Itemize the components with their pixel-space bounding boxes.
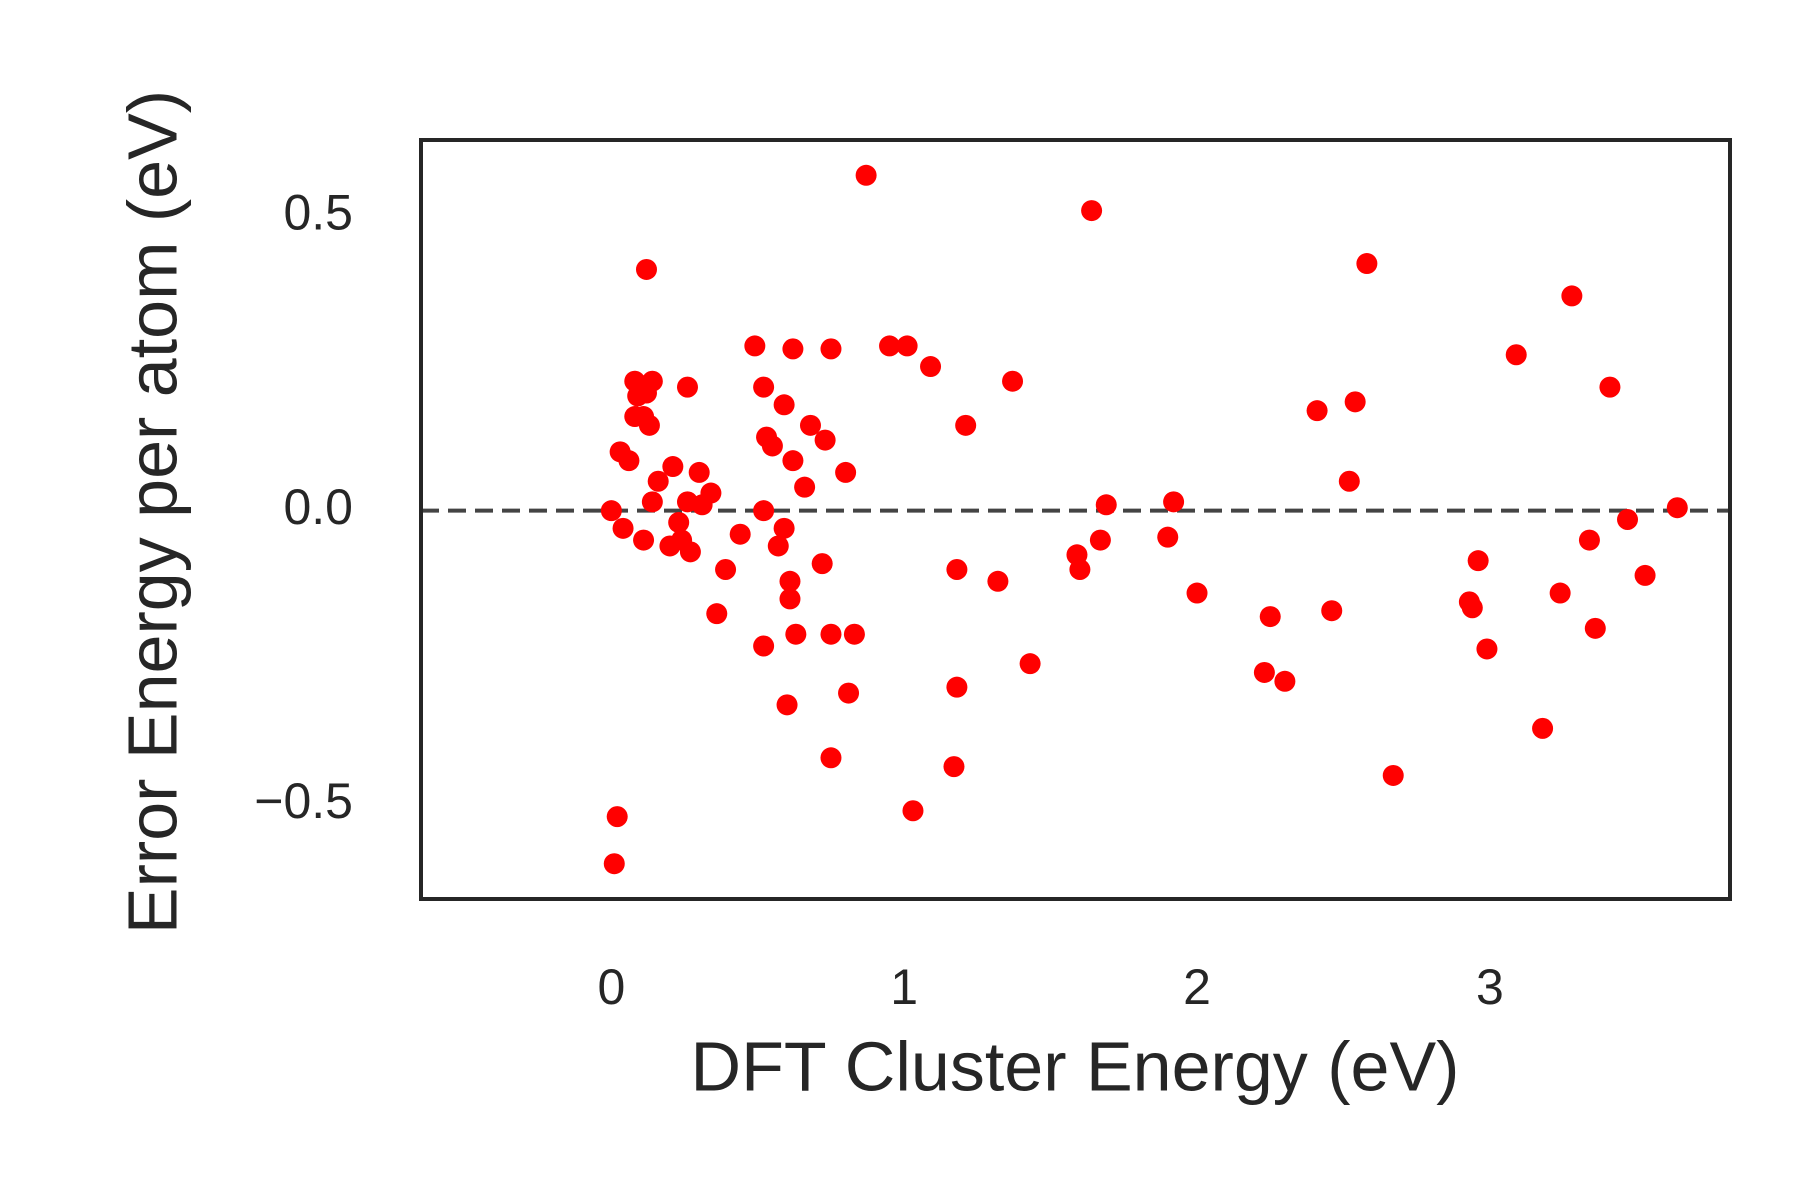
point [1259,606,1281,628]
point [1344,391,1366,413]
point [1584,617,1606,639]
point [946,559,968,581]
point [1019,653,1041,675]
point [773,517,795,539]
point [706,603,728,625]
point [1461,597,1483,619]
point [753,635,775,657]
point [1532,717,1554,739]
point [1163,491,1185,513]
point [820,338,842,360]
point [1561,285,1583,307]
point [1186,582,1208,604]
point [814,429,836,451]
point [773,394,795,416]
point [1599,376,1621,398]
point [1549,582,1571,604]
point [855,164,877,186]
point [799,414,821,436]
x-tick-label: 0 [597,959,625,1015]
point [920,356,942,378]
point [782,338,804,360]
point [1321,600,1343,622]
point [641,491,663,513]
point [753,500,775,522]
point [1634,564,1656,586]
point [987,570,1009,592]
point [785,623,807,645]
point [955,414,977,436]
point [1578,529,1600,551]
point [618,450,640,472]
point [662,456,684,478]
point [1253,661,1275,683]
point [1081,200,1103,222]
point [820,747,842,769]
point [633,529,655,551]
point [715,559,737,581]
point [1002,370,1024,392]
point [1467,550,1489,572]
y-axis-label: Error Energy per atom (eV) [113,90,191,934]
point [896,335,918,357]
point [835,461,857,483]
point [767,535,789,557]
point [1505,344,1527,366]
point [606,806,628,828]
point [1095,494,1117,516]
point [668,511,690,533]
point [612,517,634,539]
y-tick-label: 0.0 [283,479,353,535]
x-tick-label: 3 [1476,959,1504,1015]
point [1338,470,1360,492]
point [943,756,965,778]
x-tick-label: 2 [1183,959,1211,1015]
point [820,623,842,645]
point [1356,253,1378,275]
point [1617,509,1639,530]
point [843,623,865,645]
point [1476,638,1498,660]
point [638,414,660,436]
point [782,450,804,472]
point [811,553,833,575]
plot-frame [419,138,1732,901]
point [600,500,622,522]
point [946,676,968,698]
point [779,588,801,610]
point [761,435,783,457]
point [1666,497,1688,519]
point [635,382,657,404]
point [635,258,657,280]
point [902,800,924,822]
point [794,476,816,498]
y-tick-label: −0.5 [254,773,353,829]
point [603,853,625,875]
point [1157,526,1179,548]
point [647,470,669,492]
point [776,694,798,716]
point [779,570,801,592]
point [1382,764,1404,786]
point [1306,400,1328,422]
point [838,682,860,704]
point [729,523,751,545]
point [676,376,698,398]
point [1069,559,1091,581]
point [1089,529,1111,551]
x-tick-label: 1 [890,959,918,1015]
point [1274,670,1296,692]
point [679,541,701,563]
point [879,335,901,357]
point [744,335,766,357]
x-axis-label: DFT Cluster Energy (eV) [691,1027,1460,1105]
y-tick-label: 0.5 [283,185,353,241]
point [753,376,775,398]
point [700,482,722,504]
point [688,461,710,483]
